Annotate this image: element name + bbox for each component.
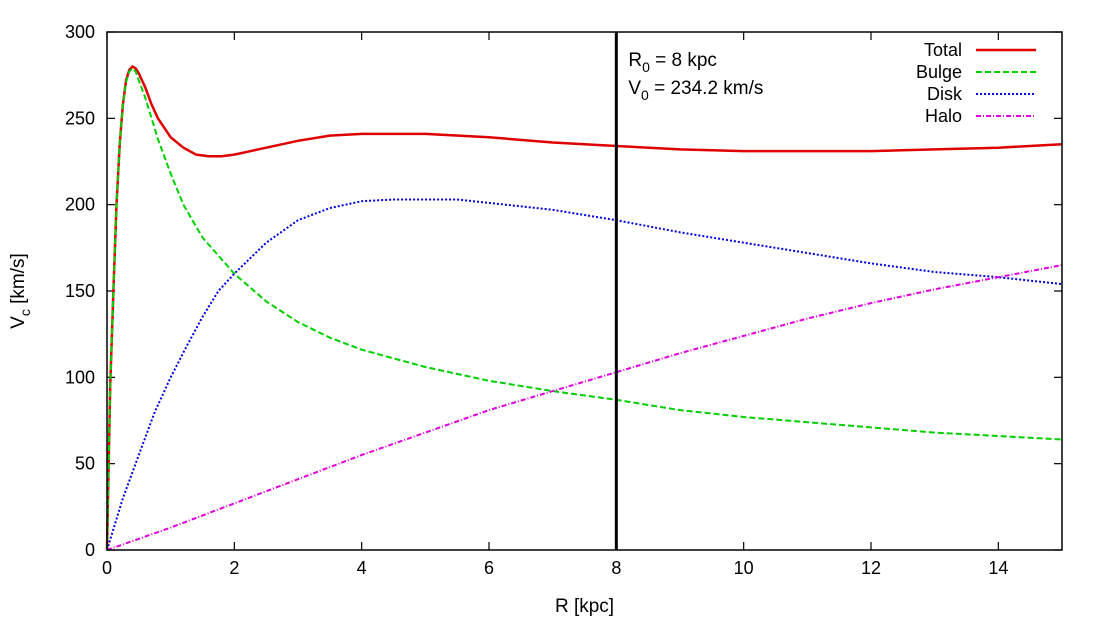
annotation-v0-sub: 0 [641,87,649,103]
annotation-r0-sub: 0 [642,59,650,75]
series-line-halo [106,264,1063,551]
x-tick-label: 4 [357,558,367,578]
series-line-total [105,65,1063,551]
x-tick-label: 12 [861,558,881,578]
legend-label-bulge: Bulge [916,62,962,82]
legend-label-disk: Disk [927,84,963,104]
series-layer [105,65,1063,551]
series-line-disk [106,198,1063,551]
x-tick-label: 8 [611,558,621,578]
x-tick-label: 14 [988,558,1008,578]
x-axis-label: R [kpc] [555,596,614,617]
x-tick-label: 6 [484,558,494,578]
x-tick-label: 10 [734,558,754,578]
y-axis-label-sub: c [17,309,33,316]
y-tick-label: 150 [65,281,95,301]
annotation-r0-rest: = 8 kpc [650,50,717,71]
y-tick-label: 0 [85,540,95,560]
axis-ticks: 0 2 4 6 8 10 12 14 0 50 100 150 200 250 300 [65,22,1062,578]
y-tick-label: 250 [65,108,95,128]
y-tick-label: 50 [75,454,95,474]
series-line-bulge [106,67,1063,551]
y-axis-label-unit: [km/s] [8,253,29,309]
y-axis-label: Vc [km/s] [8,253,33,329]
legend-label-halo: Halo [925,106,962,126]
x-tick-label: 2 [229,558,239,578]
y-tick-label: 200 [65,195,95,215]
y-tick-label: 100 [65,367,95,387]
annotation-v0-rest: = 234.2 km/s [649,78,764,99]
legend-label-total: Total [924,40,962,60]
annotation-v0: V0 = 234.2 km/s [628,78,763,103]
annotation-r0: R0 = 8 kpc [628,50,717,75]
x-tick-label: 0 [102,558,112,578]
annotation-r0-main: R [628,50,642,71]
y-tick-label: 300 [65,22,95,42]
y-axis-label-main: V [8,316,29,329]
plot-frame [106,31,1063,551]
annotation-v0-main: V [628,78,641,99]
